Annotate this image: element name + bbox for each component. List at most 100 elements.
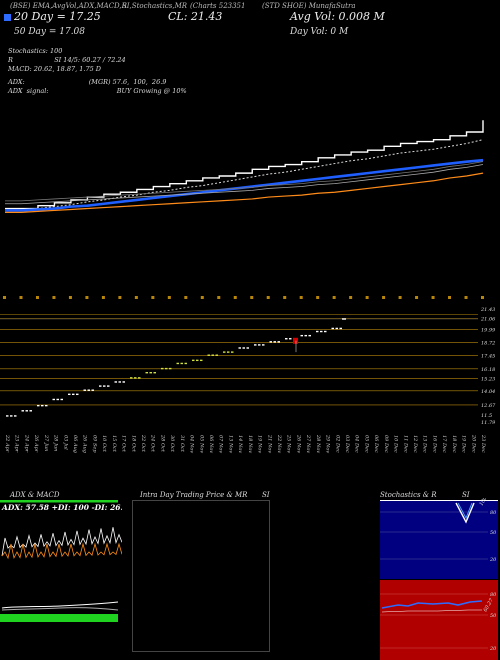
sr-date-label: 22 Apr [4,434,10,453]
sr-date-label: 26 Apr [33,434,39,453]
sr-level-label: 11.79 [481,420,496,426]
sr-date-label: 09 Dec [383,435,389,453]
sr-date-label: 30 Oct [169,435,175,453]
volume-bar [332,296,336,299]
sr-date-label: 21 Nov [266,434,272,453]
ema50-label: 50 Day = 17.08 [14,27,86,37]
ema20-label: 20 Day = 17.25 [14,10,101,23]
volume-bar [283,296,287,299]
stoch-tick: 20 [489,557,497,563]
sr-date-label: 15 Oct [111,435,117,453]
stoch-tick: 50 [490,530,497,536]
sr-date-label: 13 Nov [227,435,233,453]
volume-bar [118,296,122,299]
stoch-panel-title2: SI [462,491,470,499]
stoch-k-line [455,502,475,524]
sr-date-label: 19 Dec [461,435,467,453]
sr-date-label: 24 Oct [150,434,156,453]
sr-level-label: 16.18 [481,367,495,373]
sr-level-label: 21.06 [480,317,496,323]
sr-date-label: 10 Oct [101,435,107,453]
stoch-d-line [457,502,473,520]
volume-bar [35,296,39,299]
series-line-2 [5,158,484,212]
volume-bar [85,296,89,299]
volume-bar [134,296,138,299]
volume-bar [316,296,320,299]
sr-date-label: 14 Nov [237,435,243,453]
sr-level-label: 11.5 [481,413,492,419]
series-line-grey2 [5,161,484,202]
sr-date-label: 04 Dec [354,435,360,453]
volume-bar [464,296,468,299]
macd-line [1,601,119,609]
volume-bar [299,296,303,299]
stoch-panel-title: Stochastics & R [380,491,437,499]
stoch-link[interactable]: SI,Stochastics,MR [122,2,188,10]
sr-date-label: 09 Sep [91,435,97,453]
volume-bar [431,296,435,299]
sr-date-label: 28 Nov [315,434,321,453]
company-label[interactable]: (STD SHOE) MunafaSutra [262,2,356,10]
sr-level-label: 12.67 [481,403,496,409]
series-line-1 [5,139,484,211]
sr-date-label: 11 Dec [402,435,408,453]
sr-date-label: 17 Dec [441,435,447,453]
rsi-value: R SI 14/5: 60.27 / 72.24 [8,56,126,64]
adx-panel: ADX: 57.58 +DI: 100 -DI: 26.92 [0,500,122,622]
sr-date-label: 22 Oct [140,434,146,453]
volume-bar [398,296,402,299]
volume-bar [52,296,56,299]
adx-value: ADX: (MGR) 57.6, 100, 26.9 [8,78,167,86]
sr-date-label: 20 Dec [470,434,476,453]
stoch-value: Stochastics: 100 [8,47,63,55]
sr-date-label: 10 Dec [393,435,399,453]
sr-date-label: 03 Jul [62,435,68,450]
sr-date-label: 17 Oct [121,435,127,453]
sr-date-label: 25 Nov [286,434,292,453]
sr-date-label: 26 Aug [82,434,88,453]
sr-date-label: 02 Dec [334,435,340,453]
sr-date-label: 06 Dec [373,435,379,453]
volume-bar [349,296,353,299]
intraday-panel-title2: SI [262,491,270,499]
sr-level-label: 17.45 [481,354,495,360]
stoch-bg [380,500,498,579]
macd-value: MACD: 20.62, 18.87, 1.75 D [8,65,102,73]
volume-bar [233,296,237,299]
series-line-0 [5,120,484,210]
series-line-grey [5,164,484,205]
sr-current-marker [293,337,298,344]
rsi-bg [380,580,498,660]
sr-level-label: 19.99 [481,328,496,334]
rsi-tick: 20 [489,646,497,652]
volume-bar [68,296,72,299]
sr-date-label: 31 Oct [179,435,185,453]
adx-line [1,527,122,557]
volume-bar [365,296,369,299]
di-line [1,542,122,560]
sr-date-label: 18 Nov [247,435,253,453]
volume-bar [200,296,204,299]
intraday-panel-title: Intra Day Trading Price & MR [140,491,248,499]
adx-signal: ADX signal: BUY Growing @ 10% [8,87,187,95]
sr-chart: 21.43 21.06 19.99 18.72 17.45 16.18 15.23 14.04… [0,307,496,453]
sr-date-label: 06 Aug [72,435,78,453]
sr-date-label: 29 Nov [325,434,331,453]
series-line-3 [5,172,484,213]
volume-bar [184,296,188,299]
rsi-tick: 80 [490,592,497,598]
sr-date-label: 19 Nov [257,435,263,453]
sr-date-label: 13 Dec [422,435,428,453]
sr-date-label: 28 Jun [53,434,59,451]
macd-histogram [0,614,118,622]
volume-bar [101,296,105,299]
price-chart [3,120,484,299]
sr-level-label: 15.23 [481,377,495,383]
close-label: CL: 21.43 [168,10,223,23]
header-links[interactable]: (BSE) EMA,AvgVol,ADX,MACD,R [10,2,127,10]
volume-bar [481,296,484,299]
ema-legend-dot [4,14,11,21]
macd-signal-line [1,607,119,611]
volume-bar [250,296,254,299]
